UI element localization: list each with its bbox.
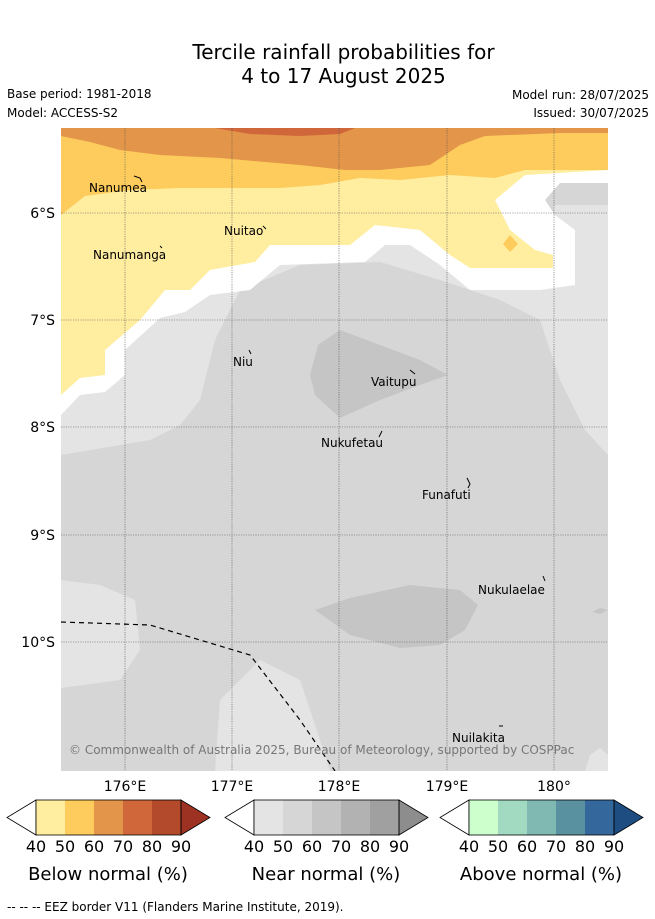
lon-label-179e: 179°E (426, 779, 469, 795)
near-normal-40-south (215, 660, 330, 771)
near-normal-60-east (592, 608, 608, 614)
colorbar-above-segment (556, 800, 585, 835)
colorbar-near-low-extend (224, 799, 255, 836)
colorbar-below-tick-label: 40 (26, 837, 46, 856)
near-normal-60-south (315, 585, 478, 648)
island-outlines (133, 175, 546, 727)
legend-title-below: Below normal (%) (28, 864, 188, 885)
colorbar-near-tick-label: 50 (273, 837, 293, 856)
colorbar-near-normal: 40 50 60 70 80 90 (224, 799, 429, 856)
chart-title: Tercile rainfall probabilities for 4 to … (0, 40, 655, 88)
colorbar-below-tick-label: 90 (171, 837, 191, 856)
vaitupu-island-shape (409, 369, 416, 375)
model-name: Model: ACCESS-S2 (7, 106, 119, 120)
colorbar-below-segment (123, 800, 152, 835)
colorbar-above-tick-label: 60 (517, 837, 537, 856)
nukulaelae-island-shape (542, 575, 546, 582)
colorbar-above-segment (469, 800, 498, 835)
eez-border-line (61, 621, 336, 771)
lat-label-10s: 10°S (21, 635, 55, 651)
colorbar-below-frame (35, 799, 182, 836)
colorbar-near-frame (253, 799, 400, 836)
near-normal-40-se (585, 748, 608, 771)
place-nukulaelae: Nukulaelae (478, 583, 545, 597)
colorbar-below-high-extend (180, 799, 211, 836)
colorbar-near-segment (341, 800, 370, 835)
colorbar-near-tick-label: 60 (302, 837, 322, 856)
place-nanumanga: Nanumanga (93, 248, 166, 262)
colorbar-above-frame (468, 799, 615, 836)
nuitao-island-shape (262, 225, 267, 230)
lat-label-7s: 7°S (30, 313, 55, 329)
colorbar-above-segment (498, 800, 527, 835)
colorbar-near-tick-label: 90 (389, 837, 409, 856)
place-nukufetau: Nukufetau (321, 436, 383, 450)
colorbar-below-tick-label: 60 (84, 837, 104, 856)
legend-title-near: Near normal (%) (252, 864, 401, 885)
colorbar-below-segment (65, 800, 94, 835)
colorbar-near-tick-label: 70 (331, 837, 351, 856)
colorbar-below-segment (152, 800, 181, 835)
colorbar-above-tick-label: 40 (459, 837, 479, 856)
title-line-2: 4 to 17 August 2025 (241, 64, 446, 88)
lat-label-9s: 9°S (30, 528, 55, 544)
colorbar-above-segment (527, 800, 556, 835)
title-line-1: Tercile rainfall probabilities for (192, 40, 495, 64)
colorbar-below-normal: 40 50 60 70 80 90 (6, 799, 211, 856)
lon-label-178e: 178°E (318, 779, 361, 795)
model-run-date: Model run: 28/07/2025 (511, 88, 649, 102)
lon-label-176e: 176°E (104, 779, 147, 795)
legend-title-above: Above normal (%) (460, 864, 622, 885)
colorbar-below-tick-label: 50 (55, 837, 75, 856)
colorbar-above-low-extend (439, 799, 470, 836)
colorbar-above-segment (585, 800, 614, 835)
nukufetau-island-shape (378, 430, 383, 438)
below-normal-40-area (61, 128, 608, 395)
graticule (61, 128, 608, 771)
colorbar-near-segment (254, 800, 283, 835)
colorbar-near-tick-label: 40 (244, 837, 264, 856)
near-normal-60-vaitupu (310, 330, 448, 418)
colorbar-below-segment (94, 800, 123, 835)
colorbar-near-tick-label: 80 (360, 837, 380, 856)
colorbar-above-normal: 40 50 60 70 80 90 (439, 799, 644, 856)
lat-label-6s: 6°S (30, 206, 55, 222)
colorbar-near-segment (370, 800, 399, 835)
niu-island-shape (248, 349, 252, 355)
below-normal-70-area (215, 128, 355, 136)
colorbar-above-tick-label: 80 (575, 837, 595, 856)
eez-footnote: -- -- -- EEZ border V11 (Flanders Marine… (7, 900, 344, 914)
base-period: Base period: 1981-2018 (7, 87, 152, 101)
nanumea-island-shape (133, 175, 143, 183)
colorbar-near-high-extend (398, 799, 429, 836)
place-nuitao: Nuitao (224, 224, 263, 238)
near-normal-40-sw (61, 580, 140, 688)
place-vaitupu: Vaitupu (371, 375, 417, 389)
colorbar-below-segment (36, 800, 65, 835)
colorbar-above-high-extend (613, 799, 644, 836)
colorbar-near-segment (312, 800, 341, 835)
colorbar-below-tick-label: 80 (142, 837, 162, 856)
colorbar-above-tick-label: 70 (546, 837, 566, 856)
place-funafuti: Funafuti (422, 488, 471, 502)
lon-label-177e: 177°E (211, 779, 254, 795)
issued-date: Issued: 30/07/2025 (533, 106, 649, 120)
copyright-notice: © Commonwealth of Australia 2025, Bureau… (69, 743, 574, 757)
below-normal-60-area (61, 128, 608, 170)
place-nuilakita: Nuilakita (452, 731, 505, 745)
lat-label-8s: 8°S (30, 420, 55, 436)
colorbar-below-tick-label: 70 (113, 837, 133, 856)
nanumanga-island-shape (159, 245, 163, 249)
colorbar-above-tick-label: 90 (604, 837, 624, 856)
below-normal-50-spot (503, 235, 518, 252)
lon-label-180: 180° (537, 779, 571, 795)
probability-shading: Nanumea Nuitao Nanumanga Niu Vaitupu Nuk… (61, 128, 608, 771)
funafuti-island-shape (466, 477, 471, 489)
colorbar-near-segment (283, 800, 312, 835)
colorbar-below-low-extend (6, 799, 37, 836)
colorbar-above-tick-label: 50 (488, 837, 508, 856)
place-niu: Niu (233, 355, 253, 369)
place-nanumea: Nanumea (89, 181, 147, 195)
